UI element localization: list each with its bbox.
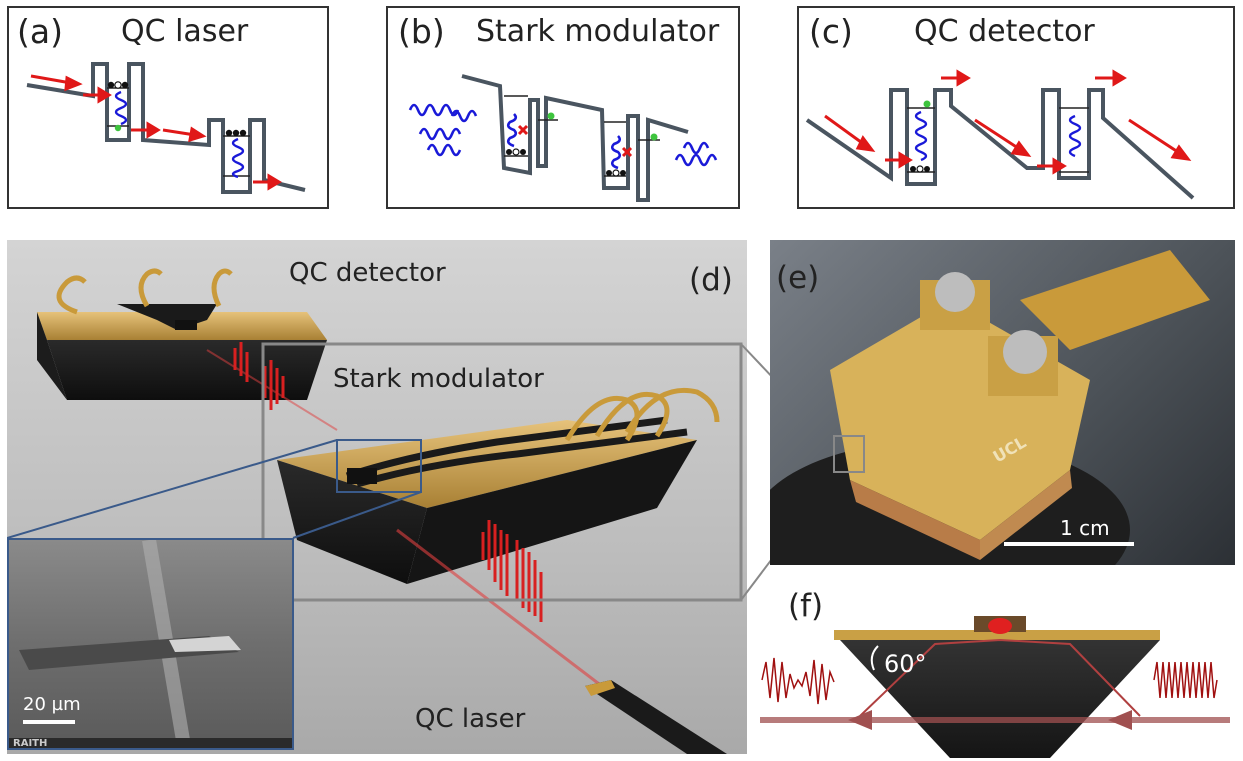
sem-scale-label: 20 µm bbox=[23, 694, 81, 715]
modulator-chip bbox=[277, 387, 720, 584]
panel-a-title: QC laser bbox=[121, 14, 249, 49]
prism-cross-section bbox=[760, 616, 1230, 758]
modulated-signal bbox=[761, 657, 835, 705]
panel-f: (f) 60° bbox=[750, 586, 1240, 758]
panel-b-title: Stark modulator bbox=[476, 14, 720, 49]
panel-e-letter: (e) bbox=[776, 260, 820, 296]
angle-label: 60° bbox=[884, 650, 927, 678]
label-qc-detector: QC detector bbox=[289, 258, 446, 288]
zoom-box-d bbox=[261, 342, 743, 602]
green-electron-icon bbox=[114, 124, 122, 132]
sem-inset: 20 µm RAITH bbox=[7, 538, 294, 750]
mount-photo bbox=[770, 250, 1210, 565]
pulse-detector bbox=[233, 342, 285, 410]
panel-f-letter: (f) bbox=[788, 588, 824, 624]
panel-d: QC detector (d) Stark modulator QC laser… bbox=[7, 240, 747, 754]
panel-e: (e) UCL 1 cm bbox=[770, 240, 1235, 565]
detector-chip bbox=[37, 268, 327, 400]
qc-laser-band-diagram bbox=[26, 62, 306, 194]
sem-scale-bar bbox=[23, 720, 75, 724]
panel-d-letter: (d) bbox=[689, 262, 733, 298]
arrow-left-icon-2 bbox=[1108, 710, 1132, 730]
panel-a: (a) QC laser bbox=[7, 6, 329, 209]
photo-scale-label: 1 cm bbox=[1060, 516, 1110, 540]
stark-modulator-band-diagram bbox=[408, 74, 718, 202]
arrow-left-icon bbox=[848, 710, 872, 730]
panel-b: (b) Stark modulator bbox=[386, 6, 740, 209]
carrier-signal bbox=[1153, 661, 1218, 699]
panel-c-title: QC detector bbox=[914, 14, 1095, 49]
device-render bbox=[7, 268, 743, 754]
pulse-modulator bbox=[481, 520, 543, 622]
label-qc-laser: QC laser bbox=[415, 704, 526, 734]
panel-c-letter: (c) bbox=[809, 12, 853, 51]
laser-chip bbox=[585, 680, 727, 754]
photon-wave-icon bbox=[114, 90, 128, 126]
panel-b-letter: (b) bbox=[398, 12, 445, 51]
qc-detector-band-diagram bbox=[805, 69, 1195, 200]
electron-icon bbox=[107, 81, 115, 89]
photo-scale-bar bbox=[1004, 542, 1134, 546]
label-stark-modulator: Stark modulator bbox=[333, 364, 544, 394]
sem-zoom-box bbox=[336, 439, 422, 493]
sem-brand: RAITH bbox=[13, 738, 48, 749]
panel-a-letter: (a) bbox=[17, 12, 63, 51]
panel-c: (c) QC detector bbox=[797, 6, 1235, 209]
